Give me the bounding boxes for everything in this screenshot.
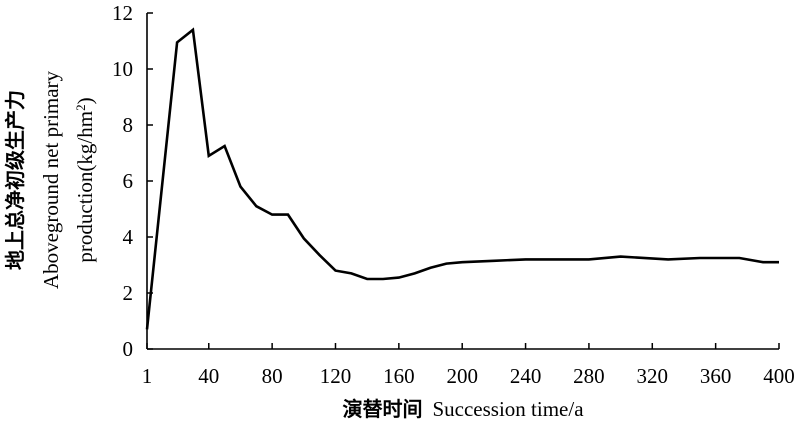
axes bbox=[146, 13, 779, 350]
x-tick-label: 160 bbox=[383, 364, 415, 388]
y-axis-title-chinese: 地上总净初级生产力 bbox=[3, 90, 27, 270]
x-tick-label: 1 bbox=[142, 364, 153, 388]
series-group bbox=[145, 27, 779, 330]
y-axis-title-line2-prefix: production(kg/hm bbox=[73, 111, 97, 263]
y-tick-label: 4 bbox=[123, 225, 134, 249]
x-tick-label: 40 bbox=[198, 364, 219, 388]
y-tick-label: 8 bbox=[123, 113, 134, 137]
y-axis-title-english-line2: production(kg/hm2) bbox=[73, 97, 98, 262]
x-axis-title-chinese: 演替时间 bbox=[342, 397, 422, 421]
y-axis-title-line2-suffix: ) bbox=[73, 97, 97, 104]
y-axis-ticks: 0 2 4 6 8 10 12 bbox=[112, 1, 153, 361]
x-tick-label: 360 bbox=[700, 364, 732, 388]
y-axis-title: 地上总净初级生产力 Aboveground net primary produc… bbox=[3, 70, 97, 289]
series-line bbox=[145, 27, 779, 330]
y-tick-label: 10 bbox=[112, 57, 133, 81]
y-axis-title-english-line1: Aboveground net primary bbox=[39, 70, 63, 289]
y-axis-title-superscript: 2 bbox=[73, 104, 88, 111]
x-tick-label: 120 bbox=[320, 364, 352, 388]
x-axis-ticks: 1 40 80 120 160 200 240 280 320 360 400 bbox=[142, 343, 795, 388]
x-tick-label: 80 bbox=[262, 364, 283, 388]
x-tick-label: 400 bbox=[763, 364, 795, 388]
x-tick-label: 320 bbox=[637, 364, 669, 388]
y-tick-label: 2 bbox=[123, 281, 134, 305]
x-axis-title-english: Succession time/a bbox=[432, 397, 584, 421]
x-axis-title: 演替时间 Succession time/a bbox=[342, 397, 584, 421]
y-tick-label: 6 bbox=[123, 169, 134, 193]
y-tick-label: 12 bbox=[112, 1, 133, 25]
x-tick-label: 200 bbox=[446, 364, 478, 388]
x-tick-label: 240 bbox=[510, 364, 542, 388]
y-tick-label: 0 bbox=[123, 337, 134, 361]
x-tick-label: 280 bbox=[573, 364, 605, 388]
x-axis-title-text: 演替时间 Succession time/a bbox=[342, 397, 584, 421]
